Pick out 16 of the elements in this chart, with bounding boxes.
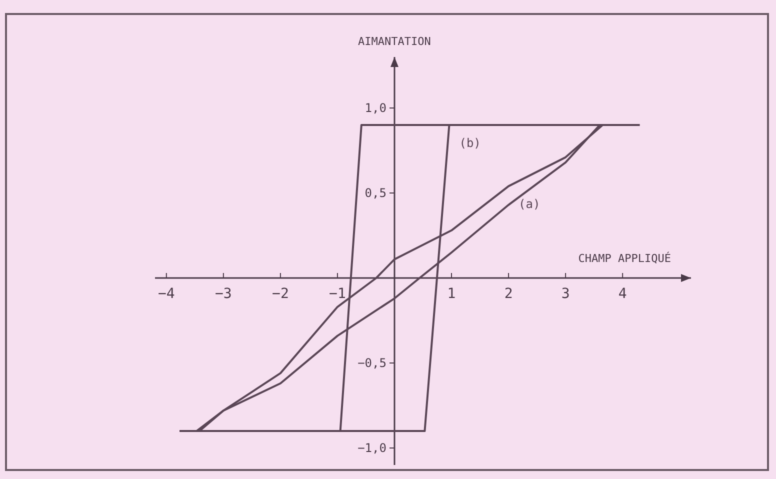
x-tick-label: −2 [272,286,289,302]
y-tick-label: −1,0 [358,441,386,455]
series-label: (b) [459,136,481,150]
x-tick-label: 1 [447,286,456,302]
x-tick-label: 4 [618,286,627,302]
x-tick-label: 2 [504,286,513,302]
y-tick-label: 0,5 [364,186,386,200]
x-tick-label: −3 [214,286,232,302]
x-tick-label: −1 [329,286,346,302]
x-axis-title: CHAMP APPLIQUÉ [578,251,671,265]
y-axis-title: AIMANTATION [358,35,431,48]
x-tick-label: −4 [158,286,175,302]
series-label: (a) [518,197,540,212]
y-tick-label: 1,0 [364,101,386,115]
y-tick-label: −0,5 [358,356,386,370]
x-tick-label: 3 [561,286,570,302]
